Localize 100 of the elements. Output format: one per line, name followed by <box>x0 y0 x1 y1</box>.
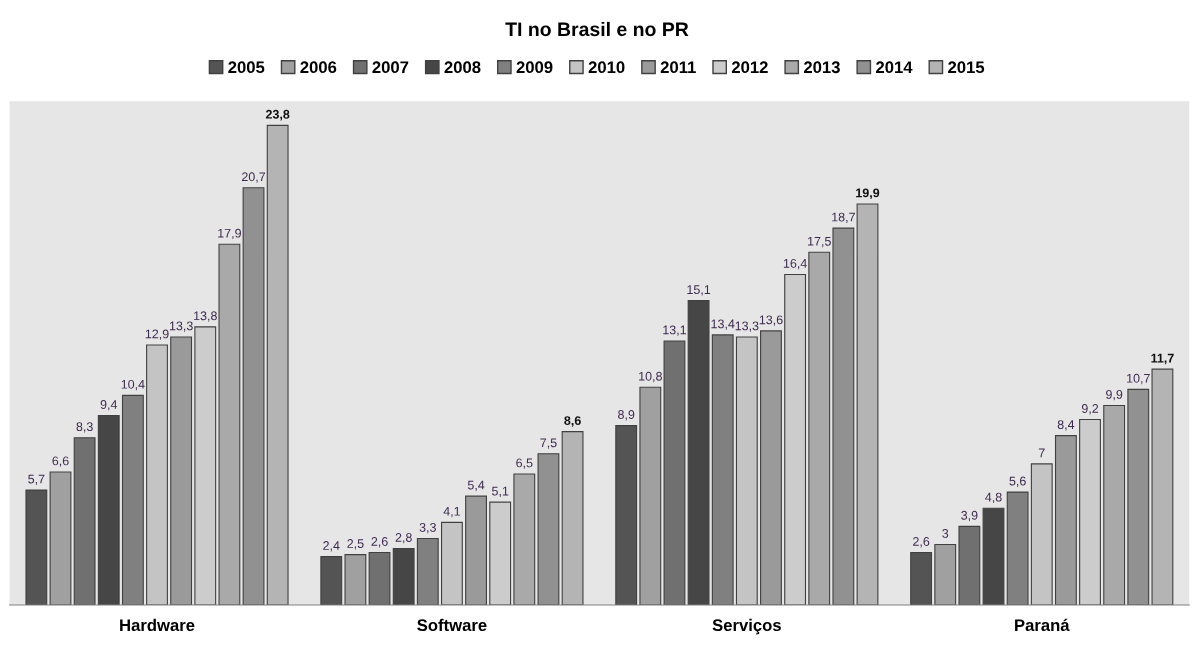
bar <box>856 203 879 605</box>
data-label: 10,4 <box>121 379 145 391</box>
bar <box>687 300 710 605</box>
data-label: 3 <box>942 529 949 538</box>
bar <box>1151 368 1174 605</box>
bar <box>49 471 72 605</box>
data-label: 3,3 <box>419 522 436 534</box>
x-tick-label: Serviços <box>712 618 781 635</box>
bar <box>784 273 807 605</box>
bar <box>910 552 933 605</box>
data-label: 11,7 <box>1151 353 1174 365</box>
data-label: 3,9 <box>961 510 978 522</box>
data-label: 9,2 <box>1081 404 1099 415</box>
data-label: 8,4 <box>1057 420 1075 431</box>
bar <box>1079 419 1101 605</box>
data-label: 7 <box>1038 448 1045 458</box>
data-label: 18,7 <box>832 212 855 223</box>
data-label: 23,8 <box>265 109 290 121</box>
bar <box>1030 463 1053 605</box>
bar <box>465 495 487 605</box>
bar <box>320 556 343 605</box>
bar <box>1054 435 1077 605</box>
x-tick-label: Software <box>417 618 487 632</box>
x-tick-label: Hardware <box>120 618 195 632</box>
bar <box>170 336 193 605</box>
bar <box>958 525 981 605</box>
bar <box>537 453 560 605</box>
data-label: 10,8 <box>639 371 662 383</box>
data-label: 9,4 <box>100 400 118 411</box>
data-label: 13,3 <box>735 321 759 332</box>
data-label: 2,5 <box>347 539 364 550</box>
data-label: 13,6 <box>759 315 783 326</box>
data-label: 7,5 <box>540 438 557 449</box>
data-label: 13,3 <box>169 321 193 332</box>
bar <box>368 552 391 605</box>
bar <box>513 473 536 605</box>
x-tick-label: Paraná <box>1015 618 1070 632</box>
bar <box>146 344 168 605</box>
data-label: 2,6 <box>371 537 388 548</box>
legend-label: 2013 <box>803 61 840 74</box>
bar <box>1103 404 1126 605</box>
legend-label: 2008 <box>444 61 481 74</box>
data-label: 6,5 <box>516 458 533 469</box>
legend-label: 2015 <box>948 61 985 74</box>
data-label: 8,3 <box>76 422 93 433</box>
data-label: 12,9 <box>145 329 169 340</box>
bar <box>982 507 1005 605</box>
data-label: 15,1 <box>687 285 711 296</box>
bar <box>760 330 782 605</box>
bar <box>735 336 758 605</box>
data-label: 16,4 <box>783 258 807 270</box>
bar <box>1127 388 1150 605</box>
legend-label: 2005 <box>228 61 265 74</box>
legend-label: 2010 <box>588 61 625 74</box>
data-label: 13,8 <box>194 311 217 322</box>
bar <box>489 501 512 605</box>
data-label: 4,1 <box>443 506 461 518</box>
data-label: 2,4 <box>323 541 340 552</box>
data-label: 2,6 <box>913 537 930 548</box>
bar <box>73 437 96 605</box>
bar <box>808 251 831 605</box>
data-label: 8,9 <box>618 410 635 421</box>
data-label: 19,9 <box>856 188 880 200</box>
data-label: 6,6 <box>52 456 69 467</box>
bar <box>392 547 415 605</box>
data-label: 13,1 <box>663 325 687 336</box>
legend-label: 2011 <box>660 61 696 74</box>
data-label: 20,7 <box>242 172 266 183</box>
bar <box>615 425 638 605</box>
legend-label: 2006 <box>300 61 337 74</box>
data-label: 5,1 <box>492 486 509 498</box>
data-label: 13,4 <box>711 319 735 330</box>
bar <box>97 414 120 605</box>
bar <box>832 227 855 605</box>
legend-label: 2012 <box>731 61 768 74</box>
chart-title: TI no Brasil e no PR <box>505 21 689 37</box>
bar <box>194 326 217 605</box>
data-label: 9,9 <box>1106 389 1123 401</box>
data-label: 17,5 <box>808 236 831 248</box>
bar <box>440 521 463 605</box>
data-label: 8,6 <box>564 416 581 427</box>
bar <box>25 489 48 605</box>
data-label: 5,4 <box>467 480 485 491</box>
bar <box>218 243 241 605</box>
data-label: 5,6 <box>1009 476 1026 487</box>
data-label: 2,8 <box>395 533 412 544</box>
data-label: 5,7 <box>28 474 45 485</box>
bar <box>934 543 957 605</box>
bar <box>266 124 289 605</box>
bar <box>663 340 686 605</box>
legend-label: 2009 <box>516 61 553 74</box>
data-label: 4,8 <box>985 492 1002 504</box>
bar <box>344 554 367 605</box>
bar <box>639 386 662 605</box>
data-label: 10,7 <box>1127 373 1150 385</box>
bar <box>242 187 265 605</box>
legend-label: 2007 <box>372 61 409 74</box>
legend-label: 2014 <box>876 61 913 74</box>
bar <box>561 431 584 605</box>
data-label: 17,9 <box>218 228 241 240</box>
